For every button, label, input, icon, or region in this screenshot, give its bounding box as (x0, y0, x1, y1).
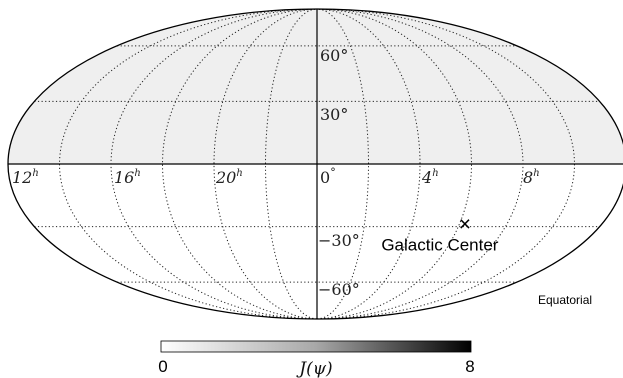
dec-label-minus-30: −30° (318, 231, 360, 250)
meridian-line (161, 8, 318, 320)
galactic-center-label: Galactic Center (381, 236, 498, 255)
coordinate-frame-label: Equatorial (538, 293, 592, 307)
intensity-halo (299, 43, 623, 164)
ra-label-12h: 12h (12, 168, 39, 187)
dec-label-60: 60° (320, 46, 348, 65)
meridian-line (316, 8, 370, 320)
dec-label-30: 30° (320, 105, 348, 124)
ra-label-0: 0° (320, 166, 336, 187)
map-outline (7, 8, 623, 320)
colorbar-max-label: 8 (465, 357, 474, 376)
ra-label-20h: 20h (215, 168, 243, 187)
ra-label-16h: 16h (114, 168, 141, 187)
intensity-peak (389, 113, 580, 164)
ra-label-8h: 8h (523, 168, 540, 187)
ra-label-4h: 4h (421, 168, 439, 187)
dec-label-minus-60: −60° (318, 280, 360, 299)
colorbar-title: J(ψ) (296, 359, 332, 378)
colorbar-min-label: 0 (158, 357, 167, 376)
parallel-labels: 60° 30° −30° −60° (318, 46, 360, 299)
meridian-labels: 12h 16h 20h 0° 4h 8h (12, 166, 540, 187)
galactic-center-marker: × (459, 213, 471, 236)
colorbar: 0 8 J(ψ) (158, 340, 475, 378)
colorbar-gradient (160, 340, 472, 353)
